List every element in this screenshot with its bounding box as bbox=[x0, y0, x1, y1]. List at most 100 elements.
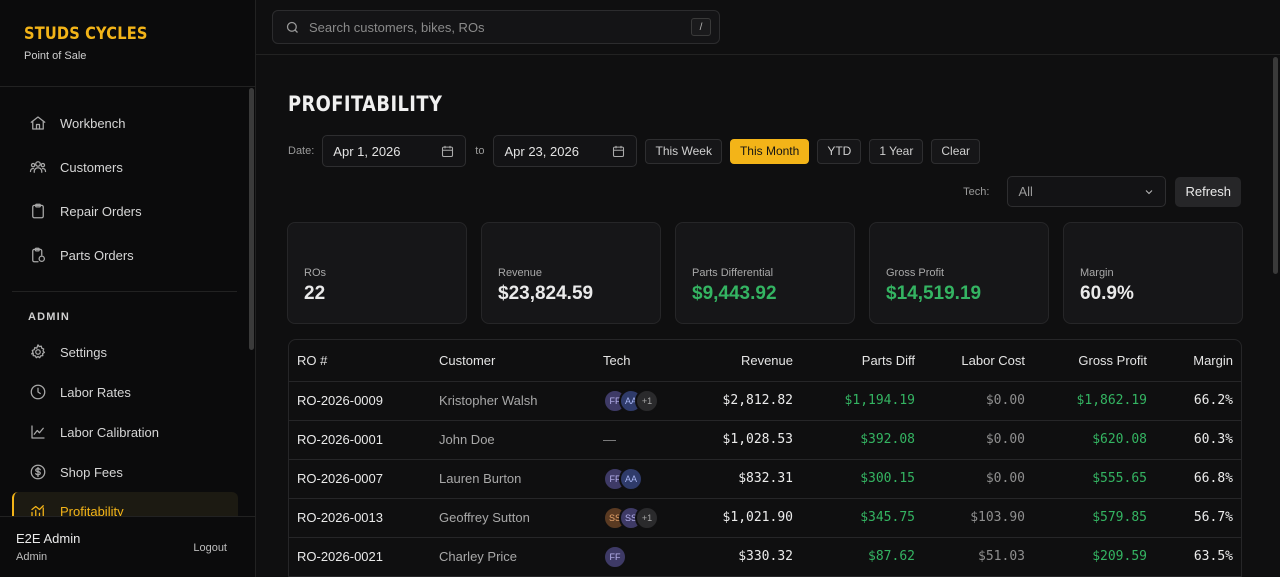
revenue-cell: $2,812.82 bbox=[691, 381, 801, 421]
date-from-input[interactable]: Apr 1, 2026 bbox=[322, 135, 467, 167]
date-to-input[interactable]: Apr 23, 2026 bbox=[493, 135, 638, 167]
column-header-tech[interactable]: Tech bbox=[595, 340, 691, 382]
brand-subtitle: Point of Sale bbox=[24, 50, 87, 62]
no-tech-placeholder: — bbox=[603, 432, 616, 447]
page-title: PROFITABILITY bbox=[288, 92, 443, 116]
logout-button[interactable]: Logout bbox=[193, 542, 227, 554]
range-this-week-button[interactable]: This Week bbox=[645, 138, 722, 164]
sidebar: STUDS CYCLES Point of Sale Workbench Cus… bbox=[0, 0, 256, 577]
summary-cards: ROs 22 Revenue $23,824.59 Parts Differen… bbox=[287, 222, 1243, 324]
range-clear-button[interactable]: Clear bbox=[931, 138, 981, 164]
table-header-row: RO # Customer Tech Revenue Parts Diff La… bbox=[289, 340, 1241, 382]
sidebar-item-workbench[interactable]: Workbench bbox=[12, 101, 238, 145]
main-content: PROFITABILITY Date: Apr 1, 2026 to Apr 2… bbox=[256, 56, 1273, 577]
sidebar-item-settings[interactable]: Settings bbox=[12, 332, 238, 372]
labor-cost-cell: $0.00 bbox=[923, 420, 1033, 460]
search-input[interactable] bbox=[309, 19, 691, 35]
sidebar-item-label: Customers bbox=[60, 159, 123, 175]
sidebar-divider bbox=[12, 291, 237, 292]
column-header-ro[interactable]: RO # bbox=[289, 340, 431, 382]
labor-cost-cell: $0.00 bbox=[923, 459, 1033, 499]
gross-profit-cell: $555.65 bbox=[1033, 459, 1155, 499]
table-row[interactable]: RO-2026-0009 Kristopher Walsh FF AA +1 $… bbox=[289, 381, 1241, 421]
revenue-cell: $1,021.90 bbox=[691, 498, 801, 538]
admin-nav: Settings Labor Rates Labor Calibration S… bbox=[12, 332, 238, 530]
sidebar-item-repair-orders[interactable]: Repair Orders bbox=[12, 189, 238, 233]
sidebar-scrollbar[interactable] bbox=[249, 88, 254, 350]
column-header-customer[interactable]: Customer bbox=[431, 340, 595, 382]
table-row[interactable]: RO-2026-0007 Lauren Burton FF AA $832.31… bbox=[289, 459, 1241, 499]
card-value: 60.9% bbox=[1080, 283, 1134, 304]
summary-card-revenue: Revenue $23,824.59 bbox=[481, 222, 661, 324]
ro-number[interactable]: RO-2026-0009 bbox=[289, 381, 431, 421]
card-label: Revenue bbox=[498, 267, 543, 279]
customer-name: Lauren Burton bbox=[431, 459, 595, 499]
tech-avatars: SS SS +1 bbox=[603, 505, 683, 530]
column-header-margin[interactable]: Margin bbox=[1155, 340, 1241, 382]
ro-number[interactable]: RO-2026-0007 bbox=[289, 459, 431, 499]
profitability-table: RO # Customer Tech Revenue Parts Diff La… bbox=[288, 339, 1242, 577]
page-scrollbar[interactable] bbox=[1273, 57, 1278, 274]
summary-card-ros: ROs 22 bbox=[287, 222, 467, 324]
range-1-year-button[interactable]: 1 Year bbox=[869, 138, 924, 164]
sidebar-item-shop-fees[interactable]: Shop Fees bbox=[12, 452, 238, 492]
table-row[interactable]: RO-2026-0013 Geoffrey Sutton SS SS +1 $1… bbox=[289, 498, 1241, 538]
table-row[interactable]: RO-2026-0001 John Doe — $1,028.53 $392.0… bbox=[289, 420, 1241, 460]
clipboard-icon bbox=[28, 201, 48, 221]
sidebar-item-labor-rates[interactable]: Labor Rates bbox=[12, 372, 238, 412]
date-to-value: Apr 23, 2026 bbox=[504, 143, 579, 159]
clipboard-list-icon bbox=[28, 245, 48, 265]
customer-name: Geoffrey Sutton bbox=[431, 498, 595, 538]
customer-name: John Doe bbox=[431, 420, 595, 460]
ro-number[interactable]: RO-2026-0021 bbox=[289, 537, 431, 577]
column-header-labor-cost[interactable]: Labor Cost bbox=[923, 340, 1033, 382]
column-header-gross-profit[interactable]: Gross Profit bbox=[1033, 340, 1155, 382]
sidebar-item-label: Settings bbox=[60, 344, 107, 360]
sidebar-item-label: Profitability bbox=[60, 503, 124, 519]
date-filter-bar: Date: Apr 1, 2026 to Apr 23, 2026 This W… bbox=[288, 135, 981, 167]
table-row[interactable]: RO-2026-0021 Charley Price FF $330.32 $8… bbox=[289, 537, 1241, 577]
parts-diff-cell: $87.62 bbox=[801, 537, 923, 577]
range-this-month-button[interactable]: This Month bbox=[729, 138, 810, 164]
sidebar-item-labor-calibration[interactable]: Labor Calibration bbox=[12, 412, 238, 452]
topbar: / bbox=[256, 0, 1280, 55]
card-label: Margin bbox=[1080, 267, 1114, 279]
margin-cell: 66.2% bbox=[1155, 381, 1241, 421]
search-shortcut: / bbox=[691, 18, 711, 36]
ro-number[interactable]: RO-2026-0013 bbox=[289, 498, 431, 538]
date-label: Date: bbox=[288, 145, 315, 157]
date-to-label: to bbox=[475, 145, 485, 157]
margin-cell: 56.7% bbox=[1155, 498, 1241, 538]
admin-section-label: ADMIN bbox=[28, 311, 71, 323]
range-ytd-button[interactable]: YTD bbox=[817, 138, 862, 164]
sidebar-item-customers[interactable]: Customers bbox=[12, 145, 238, 189]
tech-cell: FF AA bbox=[595, 459, 691, 499]
sidebar-item-label: Labor Rates bbox=[60, 384, 131, 400]
customer-name: Kristopher Walsh bbox=[431, 381, 595, 421]
chevron-down-icon bbox=[1146, 189, 1153, 194]
tech-avatars: FF AA bbox=[603, 466, 683, 491]
gear-icon bbox=[28, 342, 48, 362]
card-value: $23,824.59 bbox=[498, 283, 594, 304]
parts-diff-cell: $392.08 bbox=[801, 420, 923, 460]
parts-diff-cell: $1,194.19 bbox=[801, 381, 923, 421]
gross-profit-cell: $1,862.19 bbox=[1033, 381, 1155, 421]
refresh-button[interactable]: Refresh bbox=[1175, 176, 1241, 207]
margin-cell: 60.3% bbox=[1155, 420, 1241, 460]
column-header-revenue[interactable]: Revenue bbox=[691, 340, 801, 382]
dollar-circle-icon bbox=[28, 462, 48, 482]
user-panel: E2E Admin Admin Logout bbox=[0, 516, 255, 577]
parts-diff-cell: $345.75 bbox=[801, 498, 923, 538]
tech-select-value: All bbox=[1018, 184, 1033, 199]
search-box[interactable]: / bbox=[272, 10, 720, 44]
column-header-parts-diff[interactable]: Parts Diff bbox=[801, 340, 923, 382]
card-value: $14,519.19 bbox=[886, 283, 982, 304]
revenue-cell: $330.32 bbox=[691, 537, 801, 577]
ro-number[interactable]: RO-2026-0001 bbox=[289, 420, 431, 460]
tech-cell: FF bbox=[595, 537, 691, 577]
tech-select[interactable]: All bbox=[1007, 176, 1167, 207]
tech-cell: FF AA +1 bbox=[595, 381, 691, 421]
date-from-value: Apr 1, 2026 bbox=[333, 143, 401, 159]
card-value: $9,443.92 bbox=[692, 283, 777, 304]
sidebar-item-parts-orders[interactable]: Parts Orders bbox=[12, 233, 238, 277]
